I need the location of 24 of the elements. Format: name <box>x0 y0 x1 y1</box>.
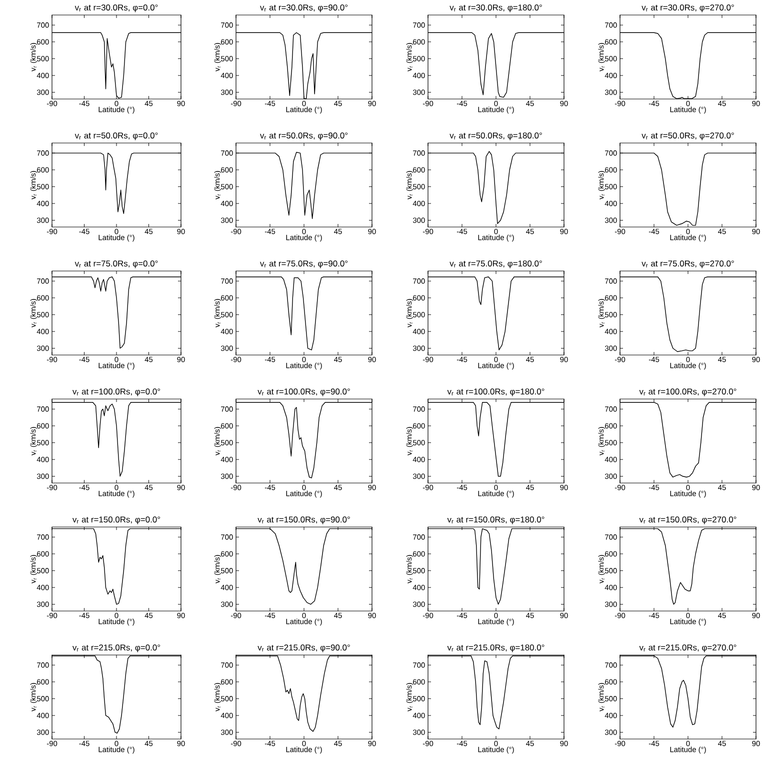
chart-title: v$_{r}$ at r=30.0Rs, φ=90.0° <box>260 4 348 12</box>
chart-title: v$_{r}$ at r=100.0Rs, φ=270.0° <box>639 388 736 396</box>
chart-title: v$_{r}$ at r=50.0Rs, φ=0.0° <box>74 132 158 140</box>
chart-title: v$_{r}$ at r=30.0Rs, φ=270.0° <box>642 4 734 12</box>
chart-title: v$_{r}$ at r=75.0Rs, φ=90.0° <box>260 260 348 268</box>
chart-title: v$_{r}$ at r=150.0Rs, φ=90.0° <box>258 516 350 524</box>
chart-title: v$_{r}$ at r=215.0Rs, φ=0.0° <box>72 644 160 652</box>
chart-title: v$_{r}$ at r=30.0Rs, φ=0.0° <box>74 4 158 12</box>
chart-title: v$_{r}$ at r=30.0Rs, φ=180.0° <box>450 4 542 12</box>
chart-title: v$_{r}$ at r=150.0Rs, φ=180.0° <box>447 516 544 524</box>
chart-title: v$_{r}$ at r=50.0Rs, φ=270.0° <box>642 132 734 140</box>
chart-title: v$_{r}$ at r=50.0Rs, φ=90.0° <box>260 132 348 140</box>
chart-title: v$_{r}$ at r=215.0Rs, φ=90.0° <box>258 644 350 652</box>
chart-title: v$_{r}$ at r=215.0Rs, φ=270.0° <box>639 644 736 652</box>
chart-title: v$_{r}$ at r=215.0Rs, φ=180.0° <box>447 644 544 652</box>
chart-title: v$_{r}$ at r=100.0Rs, φ=90.0° <box>258 388 350 396</box>
chart-title: v$_{r}$ at r=50.0Rs, φ=180.0° <box>450 132 542 140</box>
chart-title: v$_{r}$ at r=150.0Rs, φ=0.0° <box>72 516 160 524</box>
chart-title: v$_{r}$ at r=75.0Rs, φ=180.0° <box>450 260 542 268</box>
chart-title: v$_{r}$ at r=100.0Rs, φ=0.0° <box>72 388 160 396</box>
chart-title: v$_{r}$ at r=75.0Rs, φ=270.0° <box>642 260 734 268</box>
chart-title: v$_{r}$ at r=150.0Rs, φ=270.0° <box>639 516 736 524</box>
chart-title: v$_{r}$ at r=100.0Rs, φ=180.0° <box>447 388 544 396</box>
chart-title: v$_{r}$ at r=75.0Rs, φ=0.0° <box>74 260 158 268</box>
